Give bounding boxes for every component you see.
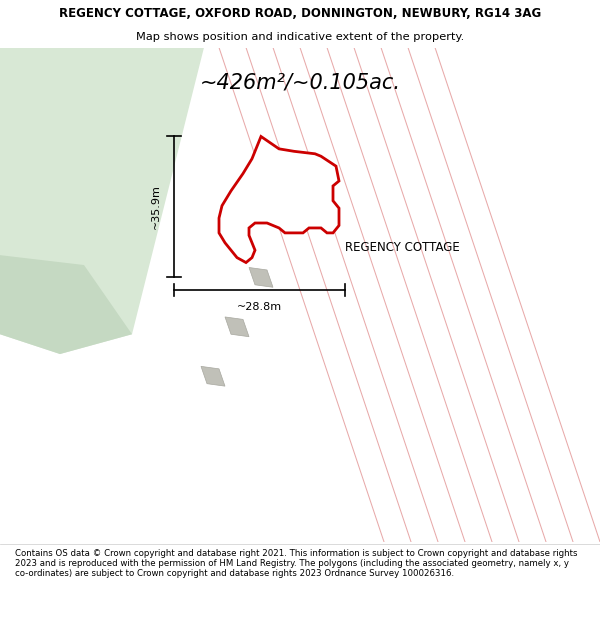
Text: ~28.8m: ~28.8m bbox=[237, 302, 282, 312]
Polygon shape bbox=[219, 136, 339, 262]
Polygon shape bbox=[225, 317, 249, 337]
Polygon shape bbox=[201, 366, 225, 386]
Polygon shape bbox=[0, 255, 132, 354]
Text: Contains OS data © Crown copyright and database right 2021. This information is : Contains OS data © Crown copyright and d… bbox=[15, 549, 577, 578]
Polygon shape bbox=[276, 211, 300, 231]
Text: Map shows position and indicative extent of the property.: Map shows position and indicative extent… bbox=[136, 32, 464, 42]
Text: REGENCY COTTAGE: REGENCY COTTAGE bbox=[344, 241, 460, 254]
Text: REGENCY COTTAGE, OXFORD ROAD, DONNINGTON, NEWBURY, RG14 3AG: REGENCY COTTAGE, OXFORD ROAD, DONNINGTON… bbox=[59, 7, 541, 20]
Polygon shape bbox=[303, 159, 327, 179]
Text: ~426m²/~0.105ac.: ~426m²/~0.105ac. bbox=[199, 72, 401, 92]
Polygon shape bbox=[0, 48, 204, 354]
Polygon shape bbox=[249, 268, 273, 288]
Text: ~35.9m: ~35.9m bbox=[151, 184, 161, 229]
